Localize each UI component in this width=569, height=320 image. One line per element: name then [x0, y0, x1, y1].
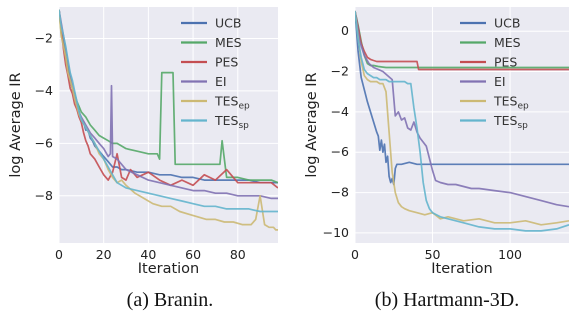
y-tick-label: −6 — [331, 144, 349, 159]
y-axis-label: log Average IR — [304, 72, 320, 177]
x-tick-label: 50 — [425, 247, 441, 262]
legend-name: MES — [494, 35, 521, 50]
legend-label-ei: EI — [494, 74, 506, 89]
y-tick-label: −10 — [323, 225, 349, 240]
legend-name: MES — [215, 35, 242, 50]
series-line-ei — [355, 10, 569, 208]
y-tick-label: −8 — [331, 185, 349, 200]
series-line-tes-sp — [355, 10, 569, 232]
legend-name: PES — [215, 55, 238, 70]
caption-hartmann: (b) Hartmann-3D. — [375, 289, 519, 311]
legend-label-mes: MES — [494, 35, 521, 50]
legend-subscript: ep — [517, 102, 529, 112]
x-tick-label: 80 — [230, 247, 246, 262]
branin-chart-panel: 0 20 40 60 80 −2 −4 −6 −8 Iteration log Average IR… — [8, 7, 278, 277]
hartmann-chart-panel: 0 50 100 0 −2 −4 −6 −8 −10 Iteration log Average I… — [304, 7, 569, 277]
series-group — [355, 10, 569, 232]
legend-label-ei: EI — [215, 74, 227, 89]
legend-subscript: ep — [238, 102, 250, 112]
y-tick-label: −2 — [35, 30, 53, 45]
legend-name: EI — [494, 74, 506, 89]
legend-label-mes: MES — [215, 35, 242, 50]
legend-name: TES — [214, 94, 239, 109]
legend-label-pes: PES — [215, 55, 238, 70]
x-tick-label: 0 — [55, 247, 63, 262]
series-line-pes — [59, 9, 278, 189]
y-tick-label: −6 — [35, 135, 53, 150]
legend-name: TES — [214, 113, 239, 128]
plot-area — [355, 7, 569, 243]
legend-name: TES — [493, 94, 518, 109]
legend-name: UCB — [215, 16, 241, 31]
legend-name: TES — [493, 113, 518, 128]
x-tick-label: 40 — [140, 247, 156, 262]
series-line-pes — [355, 10, 569, 71]
legend-label-ucb: UCB — [494, 16, 520, 31]
legend-label-tes-sp: TESsp — [214, 113, 249, 131]
y-tick-label: −4 — [331, 104, 349, 119]
x-axis-label: Iteration — [138, 261, 200, 277]
series-line-tes-sp — [59, 9, 278, 213]
y-axis-label: log Average IR — [8, 72, 24, 177]
legend-name: UCB — [494, 16, 520, 31]
series-line-tes-ep — [355, 10, 569, 226]
series-group — [59, 9, 278, 231]
x-axis-label: Iteration — [431, 261, 493, 277]
legend-subscript: sp — [517, 121, 528, 131]
x-tick-label: 0 — [351, 247, 359, 262]
legend-subscript: sp — [238, 121, 249, 131]
legend-label-tes-ep: TESep — [214, 94, 250, 112]
x-tick-label: 100 — [498, 247, 522, 262]
x-tick-label: 60 — [185, 247, 201, 262]
series-line-ucb — [355, 10, 569, 186]
y-tick-label: −4 — [35, 83, 53, 98]
legend-label-tes-sp: TESsp — [493, 113, 528, 131]
legend-name: PES — [494, 55, 517, 70]
legend-name: EI — [215, 74, 227, 89]
legend-label-ucb: UCB — [215, 16, 241, 31]
legend-label-tes-ep: TESep — [493, 94, 529, 112]
y-tick-label: −2 — [331, 64, 349, 79]
y-tick-label: 0 — [341, 23, 349, 38]
plot-area — [59, 7, 278, 243]
y-tick-label: −8 — [35, 188, 53, 203]
caption-branin: (a) Branin. — [127, 289, 214, 311]
x-tick-label: 20 — [96, 247, 112, 262]
legend-label-pes: PES — [494, 55, 517, 70]
